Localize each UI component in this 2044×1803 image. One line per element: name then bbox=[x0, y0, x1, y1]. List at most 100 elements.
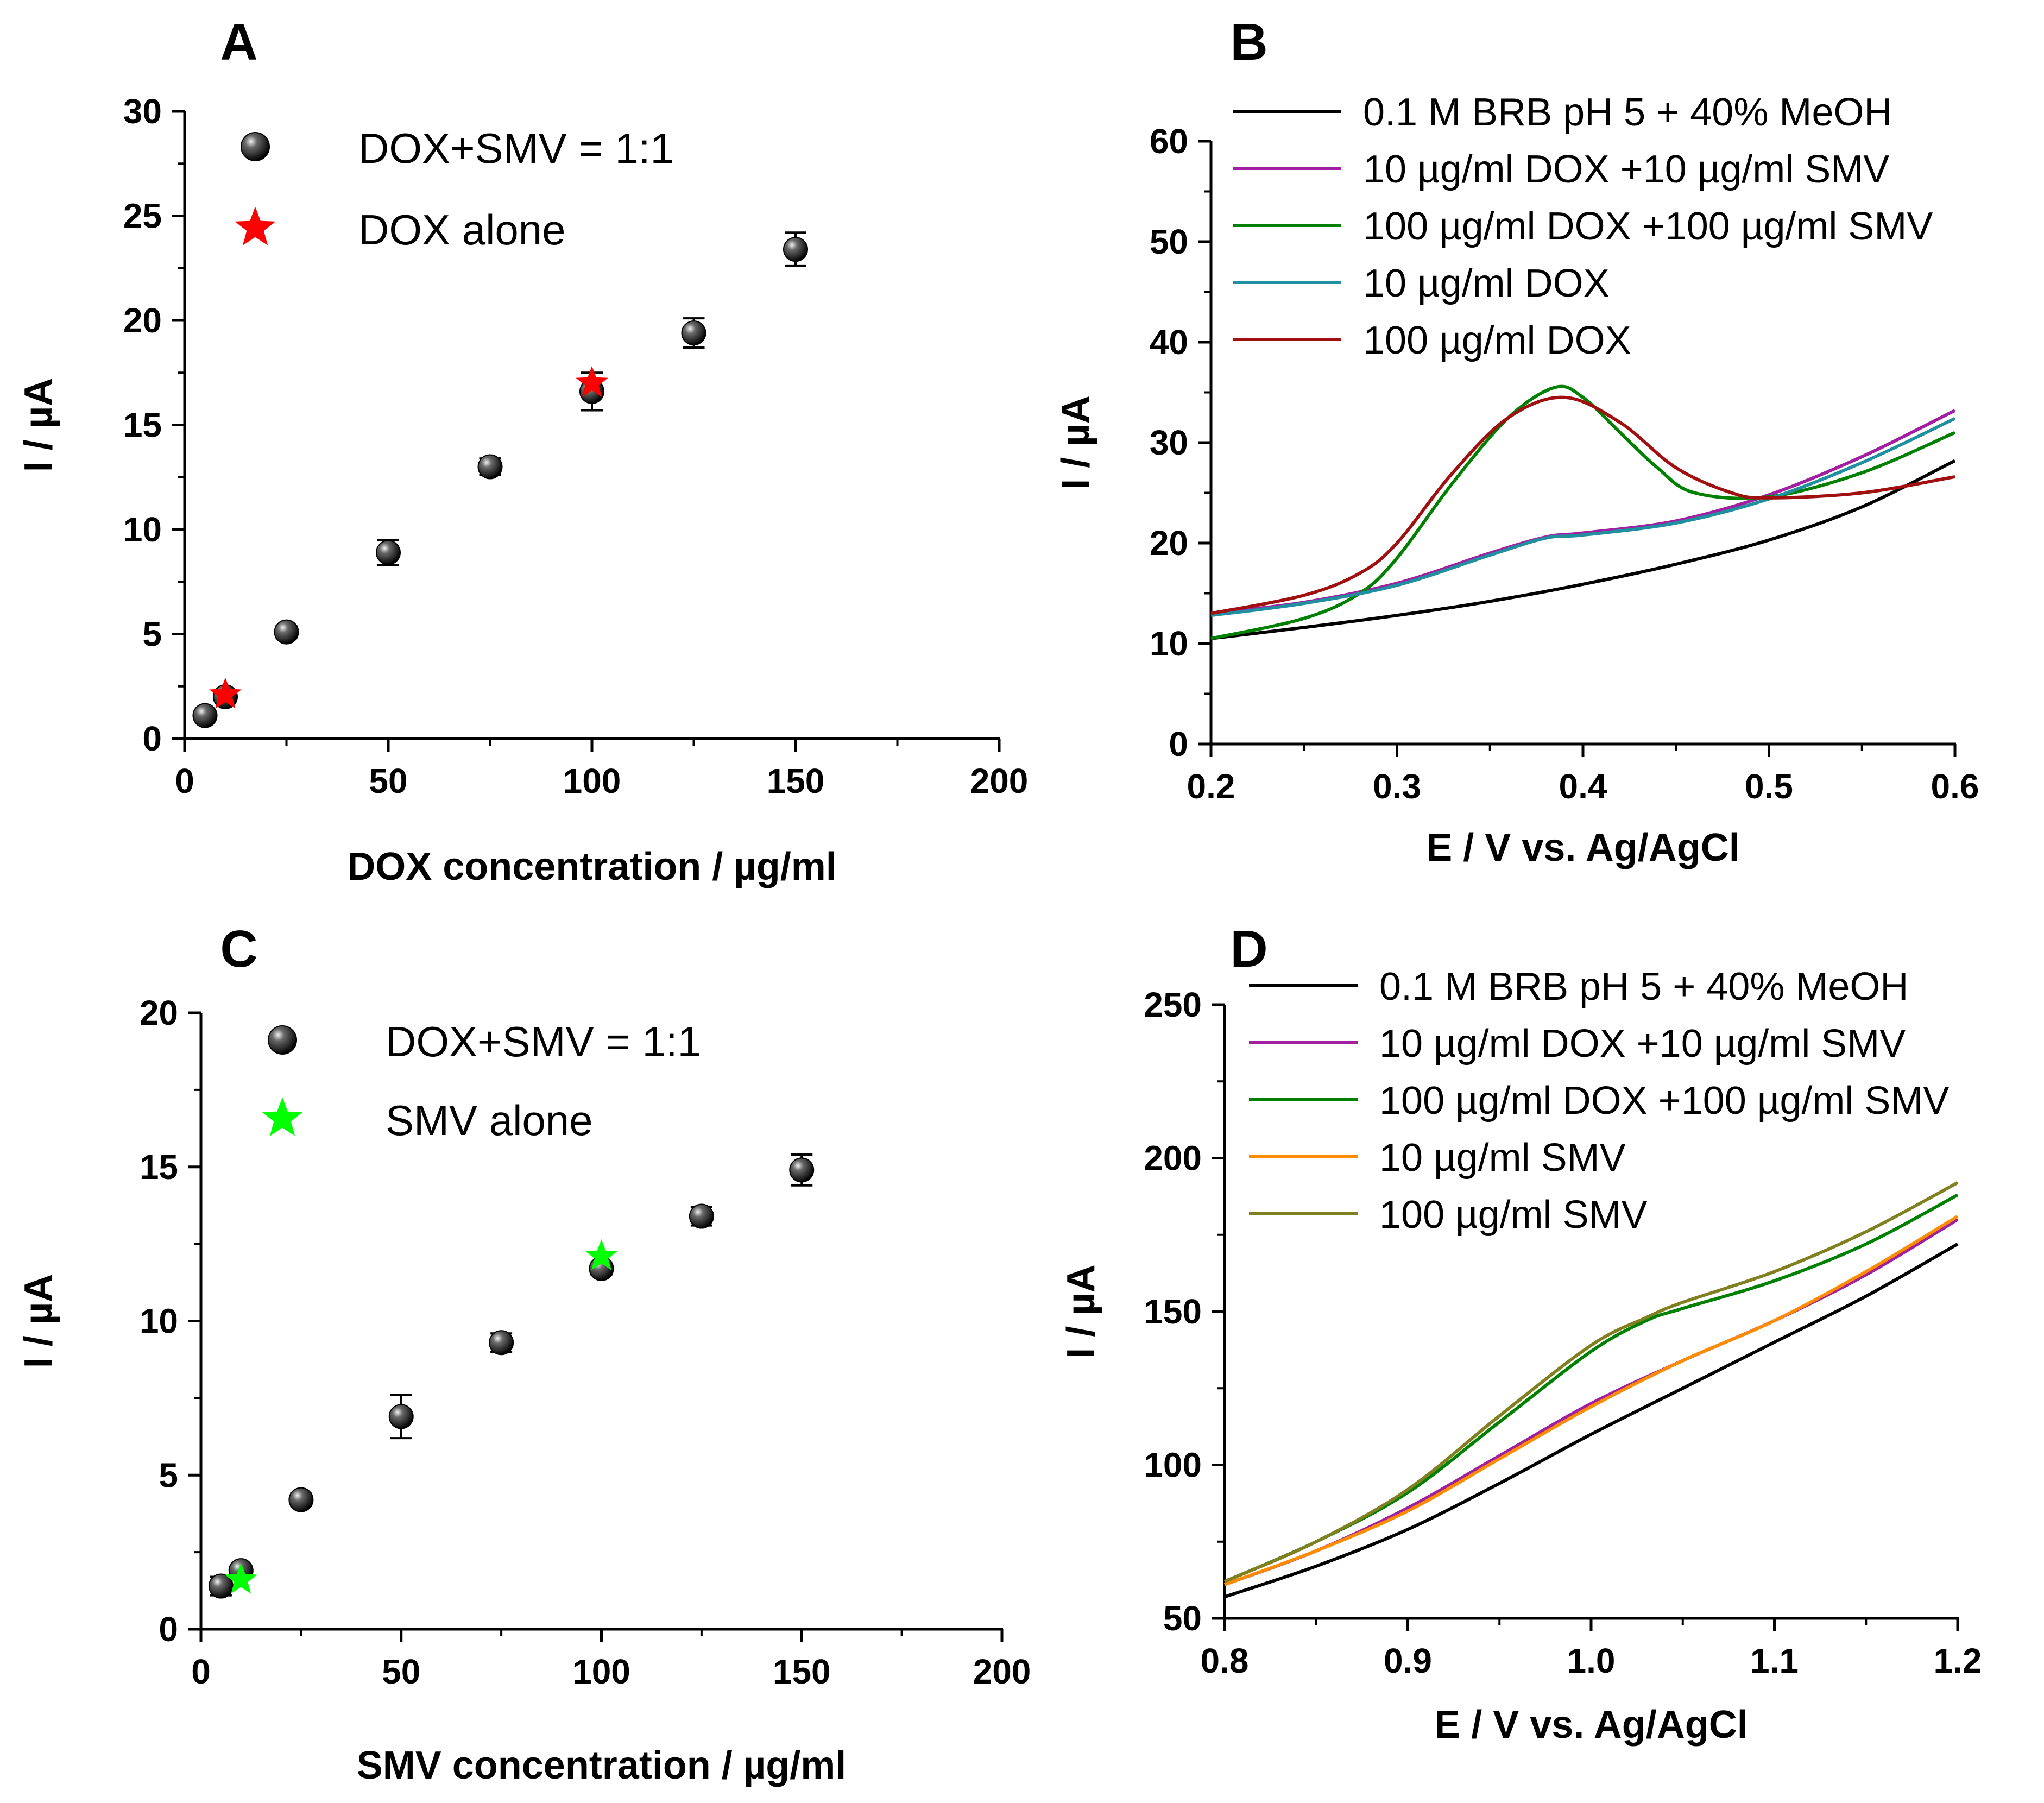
series-line-b-4 bbox=[1210, 395, 1955, 615]
legend-label-c: DOX+SMV = 1:1 bbox=[386, 1018, 701, 1066]
x-tick-label-d: 1.2 bbox=[1934, 1641, 1982, 1680]
x-tick-label-c: 0 bbox=[191, 1652, 211, 1691]
panel-label-a: A bbox=[220, 13, 257, 71]
y-tick-label-a: 15 bbox=[123, 406, 162, 445]
series-d-0 bbox=[1224, 1243, 1959, 1599]
y-tick-label-d: 150 bbox=[1144, 1292, 1202, 1331]
series-c-0 bbox=[208, 1153, 815, 1599]
panel-d: D 0.8 0.9 1.0 1.1 1.2 50 100 150 200 250 E / V vs. … bbox=[1059, 920, 1982, 1747]
x-tick-label-d: 0.9 bbox=[1384, 1641, 1432, 1680]
series-d-1 bbox=[1223, 1218, 1959, 1586]
y-tick-label-a: 30 bbox=[123, 92, 162, 131]
data-point-c bbox=[388, 1404, 414, 1429]
y-tick-label-c: 0 bbox=[159, 1610, 178, 1649]
legend-marker-a bbox=[241, 132, 270, 161]
legend-marker-c bbox=[262, 1097, 303, 1136]
legend-label-d: 10 µg/ml SMV bbox=[1379, 1136, 1626, 1180]
legend-label-d: 10 µg/ml DOX +10 µg/ml SMV bbox=[1379, 1022, 1906, 1066]
y-tick-label-b: 60 bbox=[1150, 122, 1188, 161]
y-tick-label-b: 20 bbox=[1150, 524, 1188, 563]
y-tick-label-a: 20 bbox=[123, 301, 162, 340]
x-tick-label-d: 1.0 bbox=[1567, 1641, 1616, 1680]
x-tick-label-a: 100 bbox=[563, 761, 621, 800]
series-line-b-3 bbox=[1210, 417, 1956, 617]
panel-label-c: C bbox=[220, 920, 257, 978]
series-line-d-4 bbox=[1223, 1181, 1959, 1583]
data-point-a bbox=[274, 619, 299, 645]
x-tick-label-a: 0 bbox=[175, 761, 194, 800]
data-point-a bbox=[376, 540, 401, 565]
x-tick-label-c: 50 bbox=[382, 1652, 420, 1691]
data-point-star-a bbox=[209, 677, 242, 709]
x-tick-label-a: 200 bbox=[970, 761, 1029, 800]
series-b-0 bbox=[1210, 459, 1956, 640]
series-line-b-0 bbox=[1210, 459, 1956, 640]
legend-marker-c bbox=[268, 1025, 297, 1055]
x-tick-label-c: 200 bbox=[973, 1652, 1031, 1691]
y-tick-label-a: 5 bbox=[142, 615, 162, 654]
legend-label-c: SMV alone bbox=[386, 1096, 593, 1144]
panel-label-d: D bbox=[1230, 920, 1267, 978]
x-tick-label-b: 0.6 bbox=[1931, 767, 1979, 806]
series-a-0 bbox=[192, 231, 808, 728]
y-tick-label-b: 40 bbox=[1150, 323, 1188, 362]
legend-label-d: 0.1 M BRB pH 5 + 40% MeOH bbox=[1379, 965, 1908, 1008]
data-point-star-c bbox=[224, 1562, 257, 1594]
y-tick-label-d: 200 bbox=[1144, 1139, 1202, 1178]
legend-label-b: 0.1 M BRB pH 5 + 40% MeOH bbox=[1363, 91, 1892, 134]
y-tick-label-b: 10 bbox=[1150, 624, 1188, 663]
legend-c: DOX+SMV = 1:1 SMV alone bbox=[262, 1018, 701, 1144]
data-point-star-a bbox=[576, 366, 608, 397]
legend-d: 0.1 M BRB pH 5 + 40% MeOH 10 µg/ml DOX +1… bbox=[1249, 965, 1949, 1237]
data-point-c bbox=[288, 1487, 314, 1512]
y-axis-title-b: I / µA bbox=[1054, 395, 1097, 490]
legend-b: 0.1 M BRB pH 5 + 40% MeOH 10 µg/ml DOX +1… bbox=[1233, 91, 1933, 362]
legend-a: DOX+SMV = 1:1 DOX alone bbox=[235, 124, 674, 254]
y-tick-label-d: 250 bbox=[1144, 985, 1202, 1024]
data-point-c bbox=[208, 1573, 234, 1599]
x-tick-label-c: 150 bbox=[773, 1652, 831, 1691]
y-tick-label-d: 100 bbox=[1144, 1446, 1202, 1485]
series-c-1 bbox=[224, 1239, 618, 1594]
data-point-c bbox=[689, 1203, 714, 1229]
y-tick-label-c: 20 bbox=[140, 993, 178, 1032]
x-tick-label-a: 50 bbox=[369, 761, 407, 800]
data-point-star-c bbox=[585, 1239, 618, 1270]
x-tick-label-b: 0.4 bbox=[1559, 767, 1607, 806]
legend-label-b: 10 µg/ml DOX bbox=[1363, 262, 1610, 305]
data-point-c bbox=[789, 1157, 815, 1183]
data-point-a bbox=[477, 454, 503, 480]
y-tick-label-a: 10 bbox=[123, 510, 162, 549]
series-b-3 bbox=[1210, 417, 1956, 617]
data-point-a bbox=[783, 237, 808, 262]
x-axis-title-d: E / V vs. Ag/AgCl bbox=[1434, 1703, 1748, 1747]
x-axis-title-a: DOX concentration / µg/ml bbox=[347, 845, 837, 888]
y-axis-title-c: I / µA bbox=[17, 1274, 60, 1369]
y-tick-label-d: 50 bbox=[1163, 1599, 1202, 1638]
series-b-4 bbox=[1210, 395, 1955, 615]
series-d-4 bbox=[1223, 1181, 1959, 1583]
x-tick-label-b: 0.2 bbox=[1187, 767, 1235, 806]
series-d-3 bbox=[1223, 1215, 1959, 1586]
y-tick-label-b: 50 bbox=[1150, 222, 1188, 261]
y-tick-label-c: 5 bbox=[159, 1455, 178, 1495]
series-line-d-2 bbox=[1223, 1193, 1959, 1583]
x-tick-label-c: 100 bbox=[572, 1652, 630, 1691]
y-tick-label-a: 0 bbox=[142, 719, 162, 758]
y-tick-label-c: 10 bbox=[140, 1302, 178, 1341]
series-d-2 bbox=[1223, 1193, 1959, 1583]
y-tick-label-c: 15 bbox=[140, 1148, 178, 1187]
legend-label-a: DOX alone bbox=[358, 206, 566, 254]
legend-marker-a bbox=[235, 206, 276, 245]
y-axis-title-d: I / µA bbox=[1059, 1264, 1103, 1359]
panel-a: A 0 50 100 150 200 0 5 10 15 20 25 30 DOX concentrati… bbox=[17, 13, 1028, 888]
panel-c: C 0 50 100 150 200 0 5 10 15 20 SMV concentration /… bbox=[17, 920, 1031, 1787]
x-tick-label-d: 0.8 bbox=[1201, 1641, 1249, 1680]
legend-label-d: 100 µg/ml DOX +100 µg/ml SMV bbox=[1379, 1079, 1949, 1123]
x-tick-label-d: 1.1 bbox=[1750, 1641, 1799, 1680]
series-a-1 bbox=[209, 366, 608, 709]
data-point-a bbox=[681, 320, 706, 346]
data-point-c bbox=[489, 1330, 514, 1356]
x-axis-title-c: SMV concentration / µg/ml bbox=[357, 1744, 847, 1787]
